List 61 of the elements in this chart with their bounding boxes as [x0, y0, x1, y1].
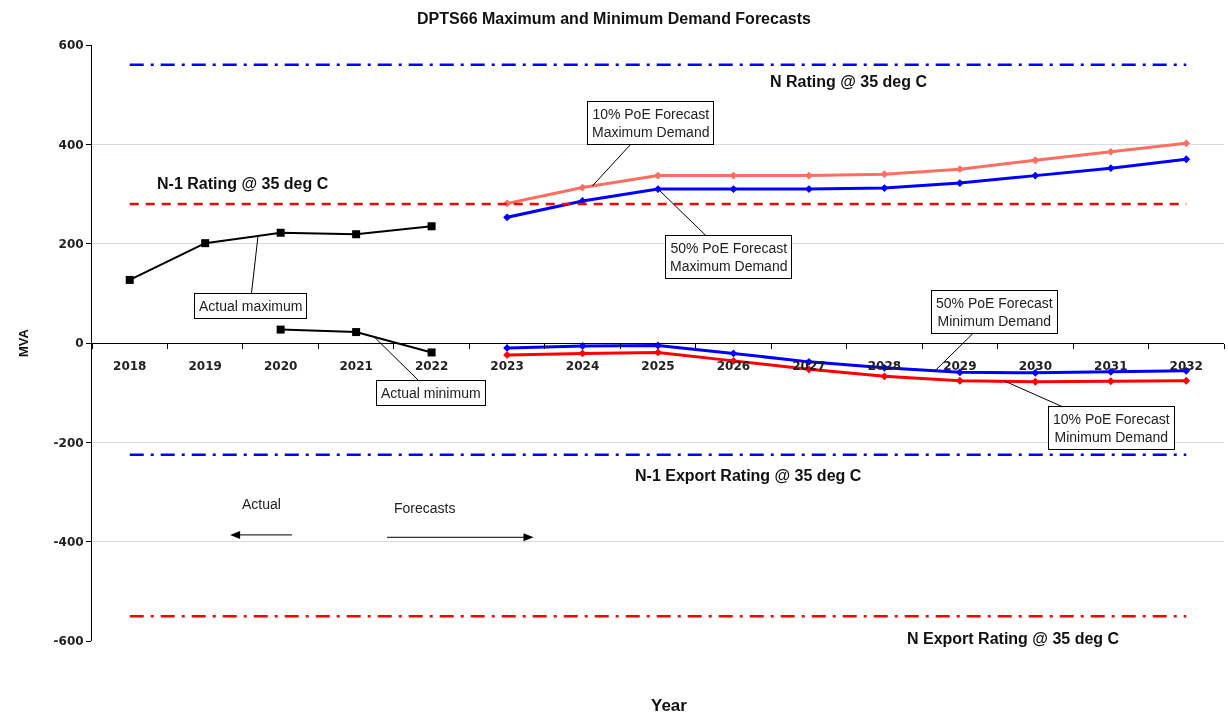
y-tick-label: 600 [58, 38, 84, 53]
point [352, 328, 361, 337]
x-tick-label: 2018 [113, 359, 147, 374]
point [352, 230, 361, 239]
point [125, 275, 134, 284]
chart-title: DPTS66 Maximum and Minimum Demand Forecasts [417, 9, 812, 27]
annotation: Forecasts [394, 500, 456, 516]
point [1031, 156, 1040, 165]
x-tick-label: 2022 [414, 359, 449, 374]
point [427, 222, 436, 231]
x-tick-label: 2025 [641, 359, 675, 374]
text: 50% PoE Forecast Minimum Demand [936, 295, 1053, 330]
point [880, 184, 889, 192]
text: 10% PoE Forecast Maximum Demand [592, 106, 710, 141]
point [503, 351, 511, 359]
point [1106, 164, 1115, 173]
ref-line-label: N-1 Export Rating @ 35 deg C [635, 467, 862, 484]
x-tick-label: 2019 [188, 359, 222, 374]
point [880, 170, 889, 179]
point [427, 348, 436, 357]
y-tick-label: -600 [53, 634, 84, 649]
ref-line-label: N-1 Rating @ 35 deg C [157, 175, 329, 192]
y-tick-label: 0 [75, 336, 84, 351]
x-tick-label: 2021 [339, 359, 373, 374]
text: 10% PoE Forecast Minimum Demand [1053, 411, 1170, 446]
point [1182, 155, 1191, 164]
point [1182, 139, 1191, 148]
y-tick-label: 400 [58, 137, 84, 152]
point [805, 171, 813, 180]
text: Actual maximum [199, 298, 303, 314]
point [1031, 171, 1040, 180]
text: 50% PoE Forecast Maximum Demand [670, 240, 788, 275]
point [654, 171, 662, 180]
point [503, 213, 511, 222]
text: Actual minimum [381, 385, 481, 401]
point [1182, 376, 1191, 385]
y-tick-label: -200 [53, 435, 84, 450]
point [729, 185, 738, 193]
point [654, 341, 662, 350]
x-tick-label: 2020 [263, 359, 298, 374]
x-tick-label: 2026 [716, 359, 751, 374]
x-tick-label: 2030 [1018, 359, 1053, 374]
x-tick-label: 2031 [1094, 359, 1128, 374]
point [729, 349, 738, 358]
point [201, 239, 210, 248]
y-tick-label: -400 [53, 534, 84, 549]
y-tick-label: 200 [58, 236, 84, 251]
ref-line-label: N Export Rating @ 35 deg C [907, 630, 1120, 647]
ref-line-label: N Rating @ 35 deg C [770, 73, 928, 90]
point [1031, 377, 1040, 386]
x-axis-title: Year [651, 696, 688, 715]
x-tick-label: 2032 [1169, 359, 1203, 374]
y-axis-title: MVA [15, 328, 31, 357]
x-tick-label: 2029 [943, 359, 977, 374]
point [654, 348, 662, 357]
x-tick-label: 2023 [490, 359, 524, 374]
x-tick-label: 2024 [565, 359, 600, 374]
point [276, 228, 285, 237]
point [578, 342, 587, 350]
annotation: Actual [242, 496, 281, 512]
point [276, 325, 285, 334]
